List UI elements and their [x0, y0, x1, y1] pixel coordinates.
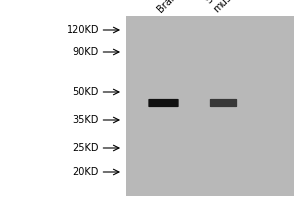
Text: 90KD: 90KD: [73, 47, 99, 57]
Text: Skeletal
muscle: Skeletal muscle: [204, 0, 246, 14]
Text: 25KD: 25KD: [73, 143, 99, 153]
Text: Brain: Brain: [155, 0, 180, 14]
Text: 50KD: 50KD: [73, 87, 99, 97]
Text: 120KD: 120KD: [67, 25, 99, 35]
FancyBboxPatch shape: [148, 99, 179, 107]
Text: 35KD: 35KD: [73, 115, 99, 125]
FancyBboxPatch shape: [210, 99, 237, 107]
Bar: [126, 16, 294, 196]
Text: 20KD: 20KD: [73, 167, 99, 177]
